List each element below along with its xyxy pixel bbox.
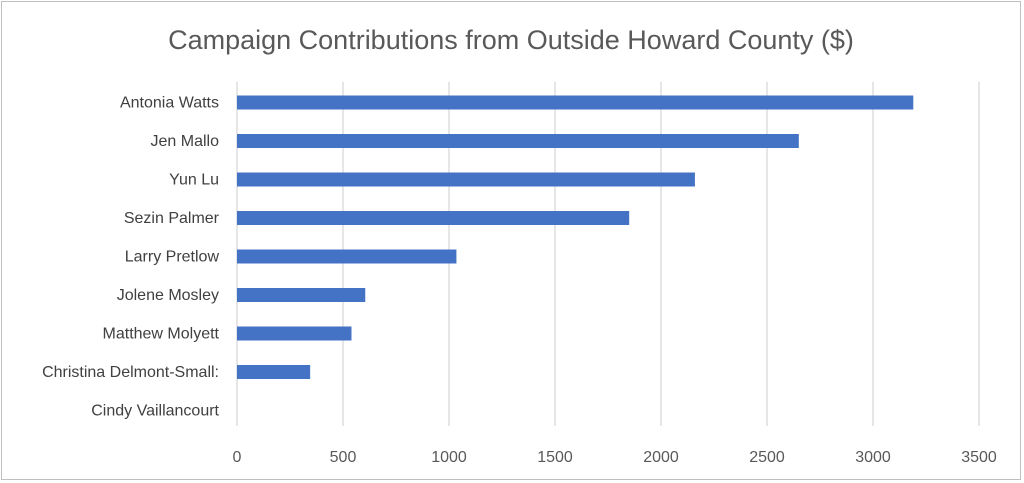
x-tick-label: 1000: [431, 449, 467, 466]
category-labels: Antonia Watts Jen Mallo Yun Lu Sezin Palmer…: [42, 95, 220, 420]
category-label: Larry Pretlow: [125, 249, 220, 266]
bar: [237, 288, 366, 302]
category-label: Cindy Vaillancourt: [91, 403, 219, 420]
x-tick-label: 0: [233, 449, 242, 466]
bar: [237, 211, 630, 225]
x-tick-label: 3000: [855, 449, 891, 466]
bar: [237, 326, 352, 341]
x-tick-label: 500: [330, 449, 357, 466]
category-label: Jolene Mosley: [117, 287, 219, 304]
bars: [237, 95, 914, 379]
x-tick-label: 2500: [749, 449, 785, 466]
x-tick-label: 1500: [537, 449, 573, 466]
category-label: Christina Delmont-Small:: [42, 364, 219, 381]
category-label: Matthew Molyett: [103, 326, 220, 343]
category-label: Sezin Palmer: [124, 210, 220, 227]
category-label: Jen Mallo: [151, 133, 220, 150]
bar: [237, 134, 799, 148]
category-label: Yun Lu: [169, 172, 219, 189]
bar: [237, 172, 695, 187]
category-label: Antonia Watts: [120, 95, 219, 112]
bar: [237, 249, 457, 264]
x-tick-label: 3500: [961, 449, 997, 466]
x-tick-labels: 0 500 1000 1500 2000 2500 3000 3500: [233, 449, 997, 466]
chart-title: Campaign Contributions from Outside Howa…: [168, 25, 854, 55]
bar: [237, 95, 914, 110]
bar: [237, 365, 311, 379]
x-tick-label: 2000: [643, 449, 679, 466]
